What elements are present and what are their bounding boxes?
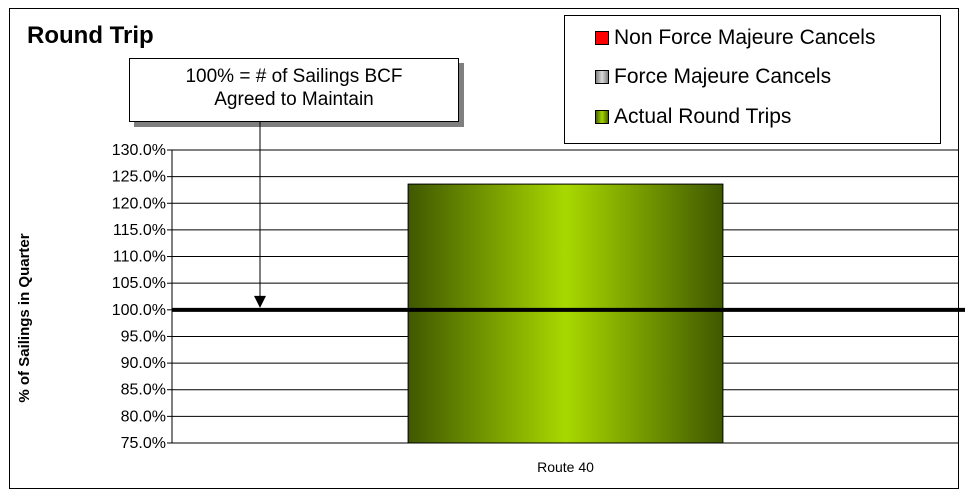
legend-swatch-gray — [595, 70, 609, 84]
y-tick-label: 105.0% — [112, 275, 166, 292]
y-tick-label: 80.0% — [121, 408, 166, 425]
legend-swatch-red — [595, 31, 609, 45]
legend-item-force-majeure: Force Majeure Cancels — [595, 65, 831, 89]
legend-item-non-force-majeure: Non Force Majeure Cancels — [595, 26, 875, 50]
chart-title: Round Trip — [27, 22, 154, 49]
y-tick-label: 125.0% — [112, 169, 166, 186]
bar-actual-round-trips — [407, 183, 724, 444]
y-tick-label: 100.0% — [112, 302, 166, 319]
legend-label: Actual Round Trips — [614, 105, 792, 128]
y-tick-label: 85.0% — [121, 382, 166, 399]
annotation-line-1: 100% = # of Sailings BCF — [185, 66, 403, 87]
y-tick-label: 110.0% — [113, 249, 166, 266]
legend-item-actual-round-trips: Actual Round Trips — [595, 105, 791, 129]
legend-label: Force Majeure Cancels — [614, 65, 832, 88]
y-tick-label: 115.0% — [113, 222, 166, 239]
y-tick-label: 75.0% — [121, 435, 166, 452]
x-category-label: Route 40 — [537, 459, 594, 475]
legend-label: Non Force Majeure Cancels — [614, 26, 876, 49]
legend: Non Force Majeure Cancels Force Majeure … — [564, 15, 941, 144]
y-tick-label: 130.0% — [112, 142, 166, 159]
annotation-arrow-head — [254, 295, 266, 308]
annotation-line-2: Agreed to Maintain — [214, 89, 374, 110]
y-tick-label: 90.0% — [121, 355, 166, 372]
y-tick-label: 95.0% — [121, 328, 166, 345]
y-tick-label: 120.0% — [112, 195, 166, 212]
annotation-box: 100% = # of Sailings BCF Agreed to Maint… — [129, 58, 459, 122]
legend-swatch-green — [595, 110, 609, 124]
